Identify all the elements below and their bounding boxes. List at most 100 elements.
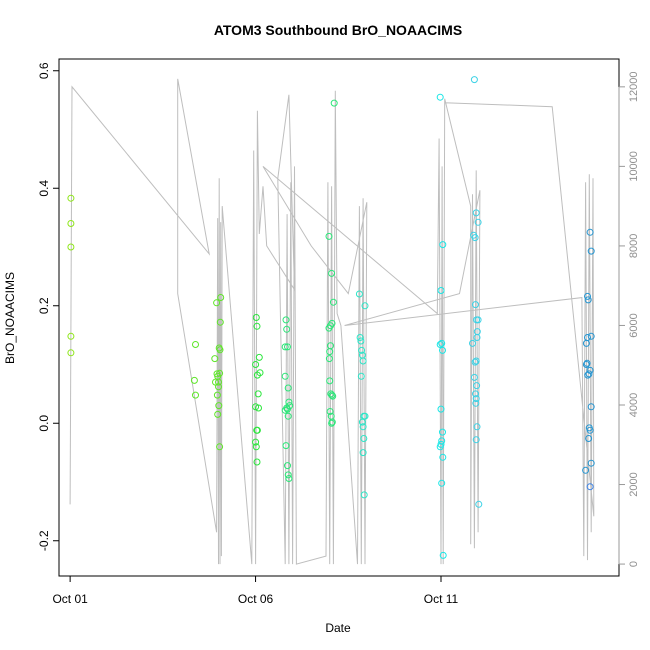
- data-point: [285, 398, 293, 406]
- data-point: [216, 443, 224, 451]
- data-point: [216, 346, 224, 354]
- data-point: [281, 406, 289, 414]
- data-point: [329, 392, 337, 400]
- data-point: [328, 319, 336, 327]
- data-point: [471, 358, 479, 366]
- right-tick-label: 12000: [628, 72, 640, 103]
- data-point: [587, 403, 595, 411]
- data-point: [360, 491, 368, 499]
- data-point: [67, 349, 75, 357]
- data-point: [436, 341, 444, 348]
- data-point: [472, 209, 480, 217]
- data-point: [472, 390, 479, 398]
- data-point: [284, 343, 291, 351]
- right-tick-label: 4000: [628, 393, 640, 417]
- data-point: [281, 372, 289, 380]
- data-point: [582, 466, 590, 474]
- data-point: [283, 325, 291, 333]
- y-tick-label: 0.0: [37, 415, 51, 432]
- data-point: [327, 342, 334, 350]
- data-point: [357, 337, 365, 345]
- data-point: [474, 218, 482, 226]
- points-layer: [67, 76, 595, 559]
- data-point: [67, 243, 75, 251]
- data-point: [284, 412, 292, 420]
- data-point: [586, 228, 594, 236]
- data-point: [358, 346, 366, 354]
- data-point: [439, 346, 446, 354]
- data-point: [472, 436, 480, 444]
- data-point: [67, 194, 75, 202]
- data-point: [325, 355, 333, 363]
- data-point: [585, 435, 593, 442]
- data-point: [328, 419, 336, 427]
- y-tick-label: 0.2: [37, 297, 51, 314]
- right-tick-label: 8000: [628, 234, 640, 258]
- data-point: [285, 475, 293, 482]
- right-axis: 0 2000 4000 6000 8000 10000 12000: [618, 72, 640, 567]
- data-point: [472, 357, 480, 365]
- data-point: [216, 318, 224, 326]
- data-point: [584, 296, 592, 304]
- data-point: [587, 459, 595, 467]
- right-tick-label: 10000: [628, 151, 640, 182]
- data-point: [470, 76, 478, 84]
- data-point: [253, 458, 261, 466]
- data-point: [215, 383, 222, 391]
- data-point: [215, 402, 223, 410]
- data-point: [211, 355, 219, 363]
- data-point: [475, 500, 483, 508]
- data-point: [213, 299, 221, 307]
- data-point: [437, 405, 445, 413]
- y-tick-label: 0.4: [37, 180, 51, 197]
- data-point: [359, 449, 367, 457]
- data-point: [256, 369, 264, 377]
- data-point: [584, 292, 591, 300]
- data-point: [356, 334, 364, 341]
- y-axis: -0.2 0.0 0.2 0.4 0.6: [37, 62, 60, 551]
- data-point: [329, 298, 337, 306]
- data-point: [253, 322, 261, 330]
- data-point: [326, 408, 334, 415]
- data-point: [282, 316, 290, 324]
- data-point: [284, 471, 292, 479]
- data-point: [192, 391, 199, 399]
- data-point: [586, 426, 594, 434]
- data-point: [472, 399, 480, 407]
- data-point: [330, 99, 338, 107]
- data-point: [586, 366, 594, 374]
- data-point: [359, 423, 367, 431]
- data-point: [582, 361, 590, 368]
- data-point: [437, 287, 445, 294]
- x-axis: Oct 01 Oct 06 Oct 11: [52, 575, 459, 606]
- data-point: [470, 373, 478, 381]
- data-point: [328, 391, 336, 399]
- data-point: [355, 290, 363, 298]
- data-point: [472, 395, 480, 403]
- data-point: [284, 462, 291, 470]
- chart-title: ATOM3 Southbound BrO_NOAACIMS: [214, 22, 462, 38]
- altitude-layer: [69, 78, 595, 565]
- data-point: [213, 391, 221, 399]
- data-point: [474, 316, 482, 324]
- data-point: [253, 426, 261, 434]
- data-point: [439, 241, 447, 249]
- data-point: [192, 341, 199, 348]
- data-point: [361, 302, 369, 310]
- data-point: [360, 435, 368, 442]
- right-tick-label: 0: [628, 561, 640, 567]
- data-point: [436, 443, 444, 451]
- x-tick-label: Oct 01: [52, 592, 88, 606]
- data-point: [281, 343, 289, 351]
- right-tick-label: 2000: [628, 472, 640, 496]
- data-point: [255, 353, 263, 361]
- data-point: [67, 220, 75, 227]
- data-point: [439, 453, 447, 461]
- data-point: [254, 390, 262, 398]
- y-tick-label: 0.6: [37, 62, 51, 79]
- y-tick-label: -0.2: [37, 530, 51, 551]
- data-point: [326, 377, 334, 385]
- data-point: [327, 390, 335, 398]
